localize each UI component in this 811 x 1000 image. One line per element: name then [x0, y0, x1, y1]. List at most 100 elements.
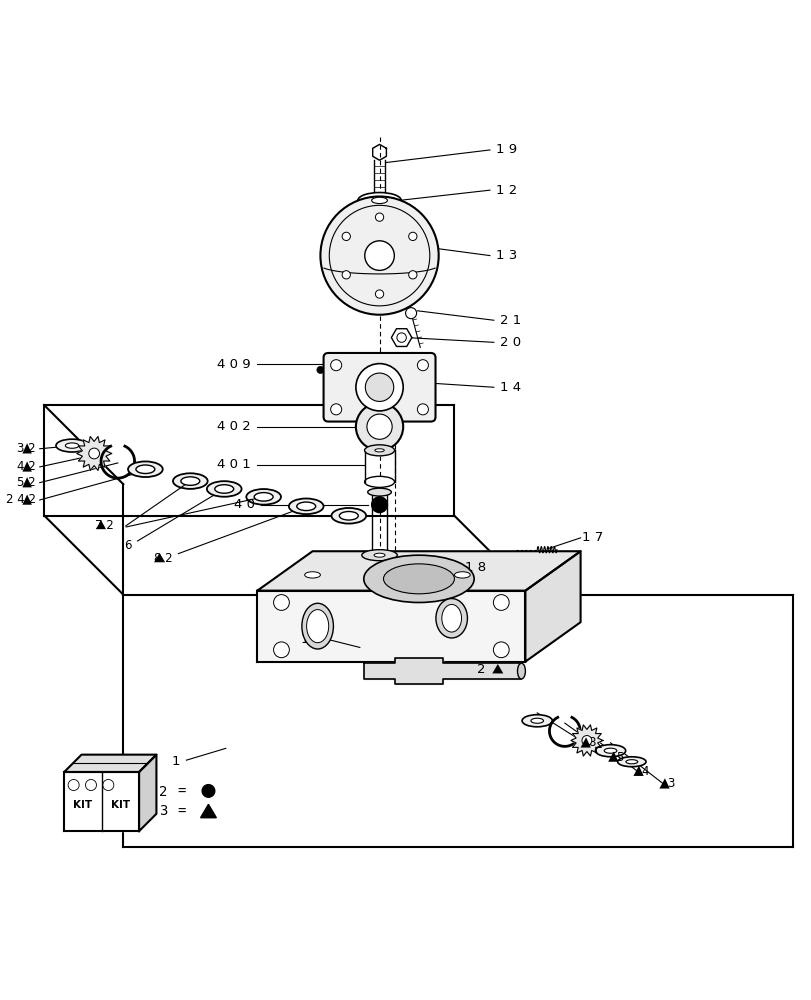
Text: 3 2: 3 2	[17, 442, 36, 455]
Circle shape	[417, 360, 428, 371]
FancyBboxPatch shape	[323, 353, 435, 422]
Circle shape	[273, 642, 289, 658]
Text: 1: 1	[171, 755, 180, 768]
Ellipse shape	[374, 553, 384, 557]
Text: 8: 8	[588, 736, 595, 749]
Ellipse shape	[375, 449, 384, 452]
Polygon shape	[580, 737, 590, 748]
Ellipse shape	[367, 488, 391, 496]
Ellipse shape	[521, 715, 551, 727]
Ellipse shape	[530, 718, 543, 723]
Text: 4 0 9: 4 0 9	[217, 358, 251, 371]
Ellipse shape	[254, 493, 272, 501]
Ellipse shape	[128, 461, 162, 477]
Ellipse shape	[594, 745, 625, 757]
Circle shape	[408, 271, 417, 279]
Ellipse shape	[56, 439, 88, 452]
Text: 3: 3	[667, 777, 674, 790]
Ellipse shape	[363, 555, 474, 602]
Polygon shape	[659, 778, 669, 789]
Text: 1 8: 1 8	[464, 561, 485, 574]
Circle shape	[364, 241, 394, 270]
Circle shape	[375, 213, 384, 221]
Text: 6: 6	[123, 539, 131, 552]
Text: 4 0 1: 4 0 1	[217, 458, 251, 471]
Circle shape	[202, 785, 214, 797]
Text: KIT: KIT	[73, 800, 92, 810]
Text: 7 2: 7 2	[95, 519, 114, 532]
Circle shape	[316, 366, 324, 373]
Text: 2: 2	[476, 663, 484, 676]
Circle shape	[367, 414, 392, 439]
Text: 5 2: 5 2	[17, 476, 36, 489]
Circle shape	[88, 448, 100, 459]
Text: 4 2: 4 2	[17, 460, 36, 473]
Ellipse shape	[135, 465, 155, 474]
Polygon shape	[96, 520, 106, 529]
Ellipse shape	[339, 512, 358, 520]
Circle shape	[365, 373, 393, 401]
Polygon shape	[154, 553, 165, 562]
Text: 1 9: 1 9	[496, 143, 517, 156]
Ellipse shape	[304, 572, 320, 578]
Text: 2 1: 2 1	[500, 314, 521, 327]
Ellipse shape	[296, 502, 315, 511]
Text: 1 6: 1 6	[301, 633, 322, 646]
Polygon shape	[64, 755, 157, 772]
Ellipse shape	[441, 604, 461, 632]
Polygon shape	[391, 329, 411, 346]
Text: 1 2: 1 2	[496, 184, 517, 197]
Ellipse shape	[246, 489, 281, 505]
Polygon shape	[525, 551, 580, 662]
Ellipse shape	[617, 757, 646, 767]
Ellipse shape	[181, 477, 200, 485]
Polygon shape	[372, 144, 386, 160]
Circle shape	[581, 736, 591, 745]
Circle shape	[330, 360, 341, 371]
Polygon shape	[23, 443, 32, 453]
Circle shape	[320, 196, 438, 315]
Ellipse shape	[207, 481, 242, 497]
Polygon shape	[139, 755, 157, 831]
Polygon shape	[76, 436, 111, 470]
Text: =: =	[177, 785, 185, 799]
Circle shape	[341, 271, 350, 279]
Polygon shape	[23, 461, 32, 472]
Text: 2 4 2: 2 4 2	[6, 493, 36, 506]
Ellipse shape	[331, 508, 366, 524]
Ellipse shape	[214, 485, 234, 493]
Ellipse shape	[302, 603, 333, 649]
Polygon shape	[257, 551, 580, 591]
Text: 1 3: 1 3	[496, 249, 517, 262]
Polygon shape	[570, 725, 602, 756]
Ellipse shape	[362, 550, 397, 561]
Ellipse shape	[625, 760, 637, 764]
Polygon shape	[23, 477, 32, 487]
Circle shape	[371, 497, 387, 513]
Text: 1 4: 1 4	[500, 381, 521, 394]
Circle shape	[493, 595, 508, 610]
Ellipse shape	[436, 599, 467, 638]
Circle shape	[417, 404, 428, 415]
Ellipse shape	[289, 499, 323, 514]
Text: 2: 2	[159, 785, 167, 799]
Circle shape	[388, 562, 398, 572]
Circle shape	[493, 642, 508, 658]
Ellipse shape	[364, 445, 394, 456]
Text: 1 7: 1 7	[581, 531, 603, 544]
Text: =: =	[177, 804, 185, 818]
Text: 5: 5	[616, 751, 623, 764]
Circle shape	[355, 364, 403, 411]
Polygon shape	[23, 494, 32, 505]
Circle shape	[408, 232, 417, 241]
Ellipse shape	[517, 663, 525, 679]
Text: 3: 3	[159, 804, 167, 818]
Polygon shape	[200, 804, 216, 818]
Polygon shape	[257, 591, 525, 662]
Circle shape	[375, 290, 384, 298]
Text: 4 0: 4 0	[234, 498, 255, 511]
Ellipse shape	[65, 443, 79, 448]
Text: 8 2: 8 2	[153, 552, 172, 565]
Polygon shape	[633, 766, 643, 776]
Ellipse shape	[454, 572, 470, 578]
